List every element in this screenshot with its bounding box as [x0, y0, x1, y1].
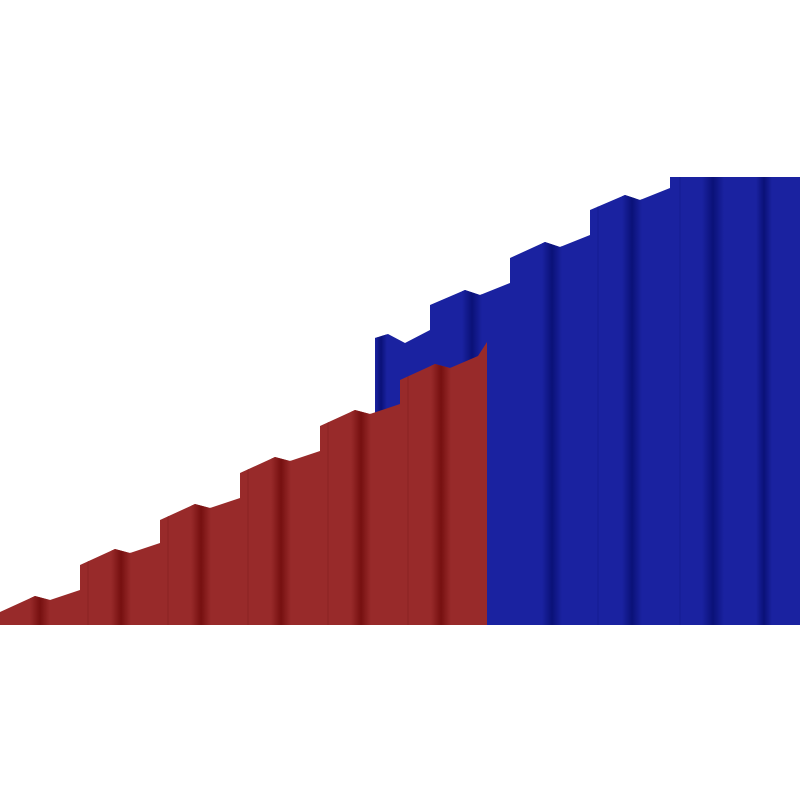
red-panel [0, 342, 487, 625]
blue-rib [702, 177, 724, 625]
blue-rib [542, 177, 562, 625]
red-sheet [0, 342, 487, 625]
red-rib [271, 342, 291, 625]
red-rib [351, 342, 371, 625]
blue-rib [756, 177, 772, 625]
red-rib [111, 342, 131, 625]
blue-rib [622, 177, 642, 625]
red-rib [191, 342, 211, 625]
red-rib [431, 342, 451, 625]
red-rib [30, 342, 50, 625]
